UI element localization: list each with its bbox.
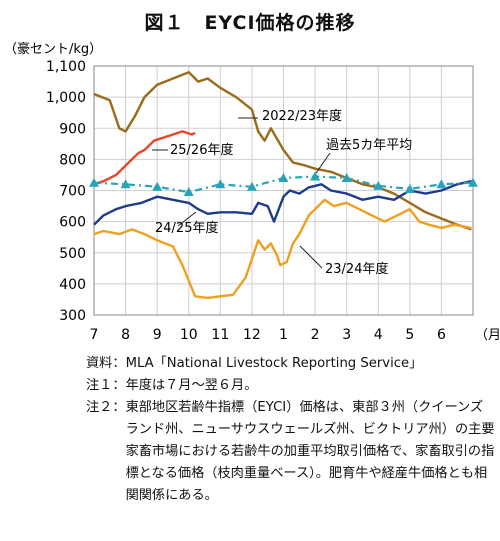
series-line-2 [93, 180, 472, 226]
series-marker [373, 180, 384, 190]
y-tick-label: 800 [59, 152, 86, 168]
annotation-leader [177, 211, 197, 227]
plot-frame [93, 65, 474, 316]
series-marker [215, 179, 226, 189]
note-key: 注２： [86, 400, 126, 415]
note-row: 資料： MLA「National Livestock Reporting Serv… [86, 353, 496, 375]
note-text: 東部地区若齢牛指標（EYCI）価格は、東部３州（クイーンズランド州、ニューサウス… [125, 400, 495, 503]
x-tick-label: 5 [405, 327, 414, 343]
series-marker [310, 171, 321, 181]
series-marker [468, 177, 478, 187]
series-marker [341, 173, 352, 183]
series-annotation: 25/26年度 [170, 142, 233, 158]
series-line-3 [93, 130, 196, 186]
y-tick-label: 700 [59, 184, 86, 200]
x-tick-label: 1 [279, 327, 288, 343]
series-marker [404, 183, 415, 193]
x-axis-label: （月） [475, 328, 500, 343]
series-annotation: 23/24年度 [325, 261, 388, 277]
series-annotation: 過去5カ年平均 [326, 138, 412, 153]
annotation-leader [299, 245, 323, 269]
y-tick-label: 1,100 [46, 59, 86, 75]
note-key: 資料： [86, 356, 126, 371]
y-tick-label: 600 [59, 215, 86, 231]
x-tick-label: 10 [180, 327, 198, 343]
x-tick-label: 11 [211, 327, 229, 343]
x-tick-label: 6 [437, 327, 446, 343]
x-tick-label: 9 [153, 327, 162, 343]
notes-section: 資料： MLA「National Livestock Reporting Serv… [86, 353, 496, 507]
series-line-1 [93, 198, 472, 300]
x-tick-label: 12 [243, 327, 261, 343]
series-annotation: 2022/23年度 [262, 108, 342, 124]
series-marker [152, 181, 163, 191]
y-tick-label: 300 [59, 308, 86, 324]
x-tick-label: 3 [342, 327, 351, 343]
figure-title: 図１ EYCI価格の推移 [144, 12, 356, 34]
x-tick-label: 7 [90, 327, 99, 343]
series-marker [278, 173, 289, 183]
note-row: 注１： 年度は７月～翌６月。 [86, 375, 496, 397]
series-marker [246, 181, 257, 191]
annotation-leader [315, 152, 331, 174]
series-marker [120, 179, 131, 189]
series-line-0 [93, 71, 472, 231]
y-axis-label: （豪セント/kg） [4, 41, 102, 57]
series-annotation: 24/25年度 [155, 220, 218, 236]
y-tick-label: 900 [59, 121, 86, 137]
y-tick-label: 400 [59, 277, 86, 293]
note-row: 注２： 東部地区若齢牛指標（EYCI）価格は、東部３州（クイーンズランド州、ニュー… [86, 397, 496, 507]
note-key: 注１： [86, 378, 126, 393]
x-tick-label: 8 [121, 327, 130, 343]
y-tick-label: 500 [59, 246, 86, 262]
x-tick-label: 2 [311, 327, 320, 343]
note-text: MLA「National Livestock Reporting Service… [125, 356, 423, 371]
x-tick-label: 4 [374, 327, 383, 343]
y-tick-label: 1,000 [46, 90, 86, 106]
series-marker [183, 187, 194, 197]
series-marker [436, 179, 447, 189]
series-marker [89, 177, 99, 187]
note-text: 年度は７月～翌６月。 [125, 378, 258, 393]
